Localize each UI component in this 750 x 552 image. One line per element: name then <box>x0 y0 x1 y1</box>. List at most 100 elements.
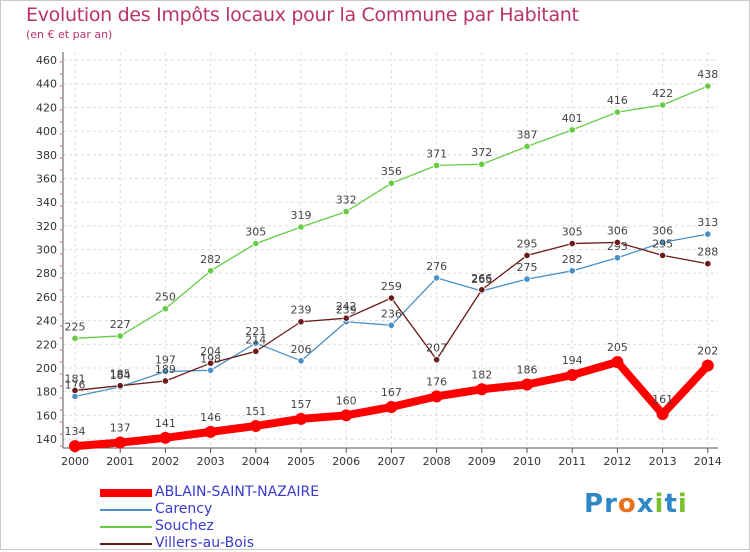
data-label: 306 <box>652 224 673 237</box>
x-tick-label: 2003 <box>197 455 225 468</box>
data-label: 259 <box>381 280 402 293</box>
data-point <box>161 377 169 385</box>
x-tick-label: 2013 <box>649 455 677 468</box>
data-label: 282 <box>562 253 583 266</box>
data-point <box>658 101 667 109</box>
data-label: 205 <box>607 341 628 354</box>
data-point <box>656 408 669 421</box>
legend-swatch <box>100 543 152 545</box>
data-label: 265 <box>471 273 492 286</box>
data-point <box>71 392 79 400</box>
data-label: 239 <box>336 304 357 317</box>
data-label: 227 <box>110 318 131 331</box>
data-point <box>432 356 441 364</box>
y-tick-label: 240 <box>36 315 57 328</box>
y-tick-label: 280 <box>36 267 57 280</box>
data-label: 202 <box>697 345 718 358</box>
data-point <box>252 339 260 347</box>
data-label: 282 <box>200 253 221 266</box>
proxiti-logo: Proxiti <box>584 489 688 519</box>
data-label: 186 <box>517 364 538 377</box>
data-point <box>249 419 262 432</box>
data-point <box>116 332 124 340</box>
data-label: 422 <box>652 87 673 100</box>
data-point <box>613 238 622 246</box>
data-label: 438 <box>697 68 718 81</box>
data-point <box>161 367 169 376</box>
data-point <box>69 440 81 453</box>
data-point <box>704 260 712 268</box>
x-tick-label: 2006 <box>332 455 360 468</box>
data-point <box>161 305 169 313</box>
data-label: 250 <box>155 291 176 304</box>
x-tick-label: 2007 <box>377 455 405 468</box>
data-label: 305 <box>562 226 583 239</box>
data-label: 371 <box>426 147 447 160</box>
x-tick-label: 2004 <box>242 455 270 468</box>
y-tick-label: 260 <box>36 291 57 304</box>
data-label: 239 <box>291 304 312 317</box>
data-label: 204 <box>200 345 221 358</box>
data-point <box>252 239 260 248</box>
legend-swatch <box>100 526 152 528</box>
data-point <box>523 251 531 260</box>
data-point <box>116 382 124 390</box>
legend-label: ABLAIN-SAINT-NAZAIRE <box>155 484 320 500</box>
y-tick-label: 160 <box>36 409 57 422</box>
x-tick-label: 2010 <box>513 455 541 468</box>
data-point <box>297 357 305 365</box>
chart-title: Evolution des Impôts locaux pour la Comm… <box>26 4 579 26</box>
logo-letter: r <box>604 489 618 519</box>
data-label: 356 <box>381 165 402 178</box>
data-label: 161 <box>652 393 673 406</box>
logo-letter: t <box>664 489 678 519</box>
data-point <box>252 347 260 355</box>
data-point <box>207 359 215 367</box>
data-label: 206 <box>291 343 312 356</box>
x-tick-label: 2002 <box>151 455 179 468</box>
data-label: 319 <box>291 209 312 222</box>
data-label: 242 <box>336 300 357 313</box>
data-label: 157 <box>291 398 312 411</box>
logo-letter: P <box>584 489 605 519</box>
data-point <box>297 318 305 326</box>
data-point <box>387 294 395 302</box>
data-label: 185 <box>110 368 131 381</box>
data-label: 276 <box>426 260 447 273</box>
data-point <box>478 160 486 168</box>
y-tick-label: 440 <box>36 78 57 91</box>
data-label: 160 <box>336 394 357 407</box>
data-point <box>568 239 576 248</box>
data-point <box>342 208 350 216</box>
chart-subtitle: (en € et par an) <box>26 28 113 41</box>
legend-label: Carency <box>155 501 213 517</box>
data-point <box>613 254 622 262</box>
data-label: 137 <box>110 422 131 435</box>
data-point <box>478 286 486 294</box>
data-label: 306 <box>607 224 628 237</box>
data-label: 134 <box>65 425 86 438</box>
y-tick-label: 420 <box>36 101 57 114</box>
y-tick-label: 180 <box>36 386 57 399</box>
data-point <box>704 82 712 90</box>
data-label: 181 <box>65 372 86 385</box>
data-point <box>701 359 714 372</box>
data-label: 176 <box>426 375 447 388</box>
data-label: 194 <box>562 354 583 367</box>
legend-swatch <box>100 509 152 511</box>
data-point <box>704 230 712 238</box>
data-label: 305 <box>245 226 266 239</box>
data-point <box>521 378 533 391</box>
data-label: 416 <box>607 94 628 107</box>
data-label: 221 <box>245 325 266 338</box>
data-label: 236 <box>381 307 402 320</box>
legend-label: Souchez <box>155 518 214 534</box>
data-point <box>387 321 395 329</box>
data-point <box>387 179 395 187</box>
x-tick-label: 2014 <box>694 455 722 468</box>
data-label: 141 <box>155 417 176 430</box>
y-tick-label: 200 <box>36 362 57 375</box>
data-label: 214 <box>245 333 266 346</box>
data-label: 225 <box>65 320 86 333</box>
x-tick-label: 2011 <box>558 455 586 468</box>
